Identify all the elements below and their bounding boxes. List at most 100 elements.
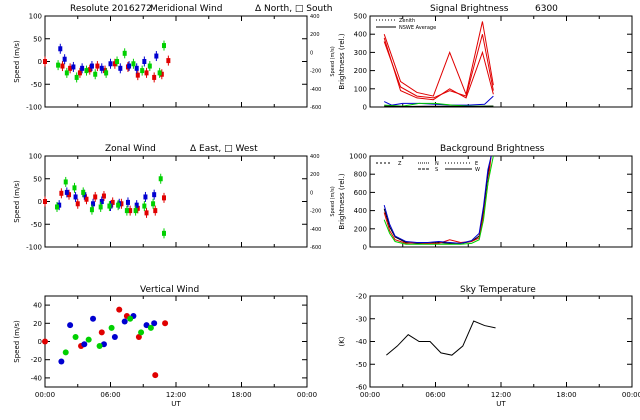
vertical-xlabel: UT — [171, 400, 181, 408]
vertical-panel: 00:00 06:00 12:00 18:00 00:00 UT -40 -20 0 20 40 Sp… — [13, 295, 317, 408]
sky-ytick-label: -50 — [356, 361, 367, 369]
vertical-point-red — [42, 338, 48, 345]
signal-ytick-label: 400 — [354, 31, 367, 39]
zonal-ytick-label: 0 — [38, 198, 42, 206]
vertical-point-green — [96, 343, 103, 350]
background-title: Background Brightness — [440, 144, 545, 154]
sky-xlabel: UT — [496, 400, 506, 408]
meridional-ytick-label: 0 — [38, 58, 42, 66]
vertical-ytick-label: -20 — [31, 356, 42, 364]
zonal-ytick-label: -100 — [26, 244, 42, 252]
background-line-green — [383, 155, 494, 245]
meridional-panel: -100 -50 0 50 100 Speed (m/s) -600 -400 -200 0 200… — [13, 13, 336, 112]
zonal-title: Zonal Wind — [105, 144, 156, 154]
vertical-ytick-label: 40 — [33, 302, 42, 310]
meridional-ytick-label: 50 — [33, 35, 42, 43]
zonal-ytick-right-label: -600 — [310, 245, 321, 251]
background-legend-s: S — [435, 167, 438, 173]
background-ytick-label: 800 — [354, 171, 367, 179]
zonal-ytick-label: 100 — [29, 153, 42, 161]
meridional-legend-text: Δ North, □ South — [255, 4, 332, 14]
signal-subtitle: 6300 — [535, 4, 558, 14]
zonal-ytick-right-label: -400 — [310, 227, 321, 233]
vertical-point-blue — [58, 358, 65, 365]
vertical-point-red — [152, 372, 159, 379]
sky-ytick-label: -20 — [356, 293, 367, 301]
signal-legend-nswe: NSWE Average — [399, 25, 436, 31]
zonal-ytick-right-label: -200 — [310, 209, 321, 215]
vertical-point-red — [98, 329, 105, 336]
meridional-ytick-label: -100 — [26, 104, 42, 112]
signal-line-red3 — [383, 37, 494, 101]
vertical-point-blue — [81, 341, 88, 348]
sky-xtick-label: 06:00 — [425, 391, 445, 399]
meridional-axes-frame — [44, 15, 308, 108]
zonal-axes-frame — [44, 155, 308, 248]
vertical-xtick-label: 00:00 — [297, 391, 317, 399]
vertical-point-blue — [90, 315, 97, 322]
vertical-title: Vertical Wind — [140, 285, 199, 295]
signal-ytick-label: 300 — [354, 49, 367, 57]
vertical-xtick-label: 18:00 — [231, 391, 251, 399]
background-axes-frame — [369, 155, 633, 248]
sky-ytick-label: -30 — [356, 315, 367, 323]
signal-ytick-label: 0 — [363, 104, 367, 112]
meridional-ylabel: Speed (m/s) — [13, 40, 21, 83]
zonal-panel: -100 -50 0 50 100 Speed (m/s) -600 -400 -200 0 200… — [13, 153, 336, 252]
meridional-ytick-label: -50 — [31, 81, 42, 89]
meridional-ytick-right-label: 400 — [310, 14, 320, 20]
signal-ytick-label: 500 — [354, 13, 367, 21]
sky-xtick-label: 18:00 — [556, 391, 576, 399]
zonal-ytick-right-label: 200 — [310, 172, 320, 178]
sky-line-black — [386, 320, 496, 356]
meridional-ytick-right-label: 200 — [310, 32, 320, 38]
vertical-point-blue — [67, 322, 74, 329]
signal-legend: Zenith NSWE Average — [376, 18, 436, 31]
meridional-title: Meridional Wind — [150, 4, 222, 14]
background-legend-w: W — [475, 167, 480, 173]
background-ytick-label: 600 — [354, 189, 367, 197]
background-legend: Z N E S W — [376, 161, 480, 173]
signal-line-blue — [383, 95, 494, 106]
zonal-ytick-label: -50 — [31, 221, 42, 229]
zonal-ytick-right-label: 400 — [310, 154, 320, 160]
vertical-xtick-label: 00:00 — [35, 391, 55, 399]
meridional-ytick-right-label: 0 — [310, 50, 313, 56]
vertical-xtick-label: 12:00 — [166, 391, 186, 399]
vertical-point-green — [138, 329, 145, 336]
sky-xtick-label: 00:00 — [622, 391, 640, 399]
vertical-point-red — [135, 333, 142, 340]
vertical-ytick-label: 20 — [33, 320, 42, 328]
signal-panel: 0 100 200 300 400 500 Brightness (rel.) — [338, 13, 633, 112]
meridional-ytick-right-label: -200 — [310, 69, 321, 75]
zonal-ylabel-right: Speed (m/s) — [330, 186, 336, 216]
vertical-ytick-label: -40 — [31, 374, 42, 382]
sky-title: Sky Temperature — [460, 285, 536, 295]
meridional-ytick-right-label: -600 — [310, 105, 321, 111]
vertical-point-blue — [143, 322, 150, 329]
signal-ylabel: Brightness (rel.) — [338, 33, 346, 89]
signal-ytick-label: 100 — [354, 85, 367, 93]
background-ylabel: Brightness (rel.) — [338, 173, 346, 229]
sky-xtick-label: 00:00 — [360, 391, 380, 399]
sky-ylabel: (K) — [338, 336, 346, 346]
vertical-ytick-label: 0 — [38, 338, 42, 346]
meridional-ytick-label: 100 — [29, 13, 42, 21]
background-ytick-label: 200 — [354, 225, 367, 233]
sky-xtick-label: 12:00 — [491, 391, 511, 399]
sky-ytick-label: -40 — [356, 338, 367, 346]
background-line-black — [383, 155, 492, 244]
background-line-blue — [383, 155, 492, 244]
sky-panel: 00:00 06:00 12:00 18:00 00:00 UT -60 -50 -40 -30 -… — [338, 293, 640, 409]
background-panel: 0 200 400 600 800 1000 Brightness (rel.) — [338, 153, 633, 252]
signal-title: Signal Brightness — [430, 4, 509, 14]
meridional-ylabel-right: Speed (m/s) — [330, 46, 336, 76]
zonal-ytick-right-label: 0 — [310, 190, 313, 196]
background-legend-e: E — [475, 161, 478, 167]
signal-ytick-label: 200 — [354, 67, 367, 75]
page-title: Resolute 2016272 — [70, 4, 152, 14]
vertical-point-green — [108, 324, 115, 331]
vertical-point-green — [147, 324, 154, 331]
